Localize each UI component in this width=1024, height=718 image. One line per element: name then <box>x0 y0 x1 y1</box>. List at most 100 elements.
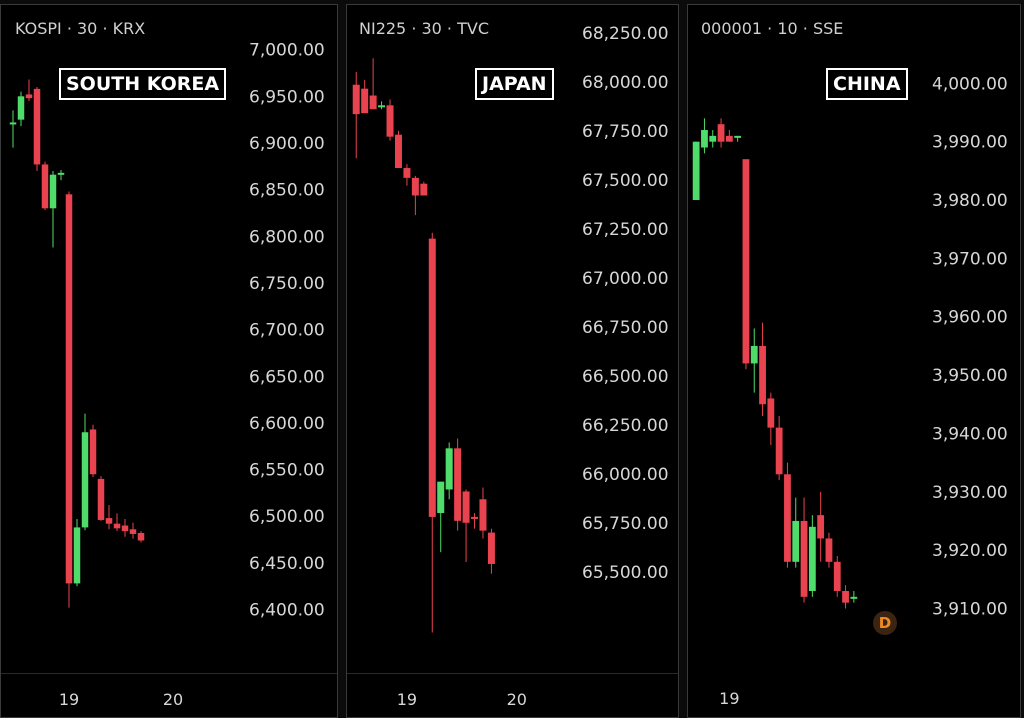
kospi-chart-svg[interactable]: 7,000.00 6,950.00 6,900.00 6,850.00 6,800.00… <box>1 5 338 718</box>
sse-candle[interactable] <box>808 515 816 597</box>
kospi-candle[interactable] <box>121 519 129 537</box>
sse-candle-body <box>742 159 750 364</box>
nikkei-candle[interactable] <box>386 99 394 141</box>
nikkei-candle[interactable] <box>479 487 487 539</box>
sse-candle[interactable] <box>800 497 808 603</box>
kospi-candle-body <box>25 94 33 99</box>
nikkei-candle[interactable] <box>369 58 377 110</box>
sse-candle-body <box>759 345 766 405</box>
nikkei-y-tick-label: 67,000.00 <box>582 269 669 289</box>
sse-candle-body <box>701 130 708 148</box>
sse-candle[interactable] <box>750 328 758 393</box>
sse-candle[interactable] <box>692 141 700 201</box>
dividend-badge-icon[interactable]: D <box>873 611 897 635</box>
nikkei-candle-body <box>411 177 419 196</box>
nikkei-candle[interactable] <box>394 130 402 169</box>
sse-candle-body <box>800 520 808 597</box>
sse-candle[interactable] <box>833 555 841 597</box>
kospi-candle[interactable] <box>129 522 137 539</box>
sse-candle-body <box>792 520 800 562</box>
kospi-candle-body <box>9 122 17 125</box>
kospi-y-tick-label: 6,750.00 <box>249 274 325 294</box>
kospi-y-tick-label: 6,800.00 <box>249 227 325 247</box>
sse-candle-body <box>784 474 791 562</box>
kospi-candle[interactable] <box>17 91 25 127</box>
sse-y-tick-label: 3,990.00 <box>932 133 1008 153</box>
kospi-y-tick-label: 6,400.00 <box>249 601 325 621</box>
nikkei-candle[interactable] <box>361 79 369 114</box>
sse-candle[interactable] <box>825 532 833 568</box>
sse-candle[interactable] <box>725 130 733 142</box>
nikkei-candle[interactable] <box>378 101 386 110</box>
sse-candle[interactable] <box>817 491 825 562</box>
kospi-candle[interactable] <box>105 505 113 530</box>
kospi-candle[interactable] <box>81 413 89 531</box>
kospi-candle-body <box>81 432 89 528</box>
sse-chart-svg[interactable]: 4,000.00 3,990.00 3,980.00 3,970.00 3,960.00… <box>688 5 1021 718</box>
nikkei-candle[interactable] <box>403 164 411 186</box>
sse-candle[interactable] <box>701 118 708 154</box>
sse-candle[interactable] <box>717 118 725 148</box>
kospi-candle[interactable] <box>97 476 105 521</box>
kospi-candle[interactable] <box>65 191 73 608</box>
sse-candle[interactable] <box>734 135 742 142</box>
nikkei-candle-body <box>437 481 445 513</box>
nikkei-y-tick-label: 66,250.00 <box>582 416 669 436</box>
kospi-candle[interactable] <box>41 161 49 211</box>
sse-candle[interactable] <box>759 322 766 416</box>
nikkei-time-axis-line <box>347 673 678 674</box>
kospi-y-tick-label: 6,900.00 <box>249 134 325 154</box>
kospi-y-tick-label: 6,550.00 <box>249 461 325 481</box>
sse-candle-body <box>825 538 833 562</box>
kospi-candle[interactable] <box>49 170 57 248</box>
kospi-candle[interactable] <box>89 424 97 478</box>
nikkei-candle[interactable] <box>420 181 428 196</box>
nikkei-candle[interactable] <box>411 175 419 216</box>
nikkei-chart-svg[interactable]: 68,250.00 68,000.00 67,750.00 67,500.00 67,2… <box>347 5 679 718</box>
sse-candle[interactable] <box>767 392 775 446</box>
nikkei-candle[interactable] <box>352 72 360 159</box>
sse-candle[interactable] <box>792 497 800 568</box>
sse-y-tick-label: 3,950.00 <box>932 366 1008 386</box>
kospi-y-tick-label: 6,500.00 <box>249 507 325 527</box>
sse-candle[interactable] <box>784 462 791 568</box>
kospi-chart-panel[interactable]: 7,000.00 6,950.00 6,900.00 6,850.00 6,800.00… <box>0 4 338 718</box>
nikkei-candle[interactable] <box>445 442 453 500</box>
sse-candle-body <box>833 561 841 591</box>
nikkei-candle[interactable] <box>428 232 436 633</box>
sse-candle[interactable] <box>842 585 849 609</box>
nikkei-candle-body <box>471 516 479 519</box>
nikkei-candle[interactable] <box>437 481 445 553</box>
nikkei-candle[interactable] <box>487 528 495 574</box>
kospi-candle[interactable] <box>9 110 17 148</box>
nikkei-y-tick-label: 67,750.00 <box>582 122 669 142</box>
sse-candle-body <box>775 427 783 475</box>
nikkei-candle[interactable] <box>471 513 479 529</box>
sse-candle[interactable] <box>742 159 750 370</box>
kospi-candle[interactable] <box>113 513 121 532</box>
sse-candle-body <box>842 590 849 603</box>
sse-x-tick-label: 19 <box>719 689 739 708</box>
sse-candle[interactable] <box>709 130 717 148</box>
kospi-candle[interactable] <box>57 170 65 181</box>
kospi-candle[interactable] <box>137 531 145 543</box>
nikkei-candle[interactable] <box>462 489 470 562</box>
sse-candle[interactable] <box>775 415 783 481</box>
sse-candle-body <box>725 135 733 142</box>
nikkei-candle-body <box>428 238 436 517</box>
kospi-candle[interactable] <box>33 86 41 171</box>
kospi-y-tick-label: 6,450.00 <box>249 554 325 574</box>
sse-candle[interactable] <box>850 590 858 603</box>
sse-y-tick-label: 3,980.00 <box>932 191 1008 211</box>
kospi-candle[interactable] <box>73 519 81 587</box>
sse-chart-panel[interactable]: 4,000.00 3,990.00 3,980.00 3,970.00 3,960.00… <box>687 4 1021 718</box>
kospi-y-tick-label: 7,000.00 <box>249 41 325 61</box>
sse-candle-body <box>750 345 758 364</box>
kospi-y-tick-label: 6,600.00 <box>249 414 325 434</box>
kospi-candle[interactable] <box>25 79 33 101</box>
nikkei-candle[interactable] <box>454 438 462 531</box>
nikkei-symbol-label: NI225 · 30 · TVC <box>359 19 489 38</box>
kospi-candle-body <box>57 172 65 175</box>
kospi-candle-body <box>105 518 113 524</box>
nikkei-chart-panel[interactable]: 68,250.00 68,000.00 67,750.00 67,500.00 67,2… <box>346 4 679 718</box>
